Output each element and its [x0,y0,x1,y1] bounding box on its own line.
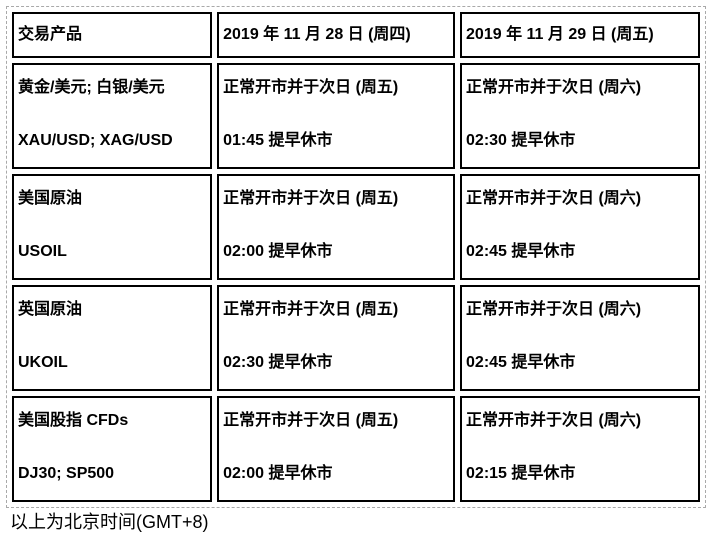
market-hours-table-frame: 交易产品 2019 年 11 月 28 日 (周四) 2019 年 11 月 2… [6,6,706,508]
session-line: 正常开市并于次日 (周六) [466,190,642,207]
table-row-usoil: 美国原油 USOIL 正常开市并于次日 (周五) 02:00 提早休市 正常开市… [12,174,700,280]
early-close-line: 02:00 提早休市 [223,465,333,482]
table-row-ukoil: 英国原油 UKOIL 正常开市并于次日 (周五) 02:30 提早休市 正常开市… [12,285,700,391]
product-name-line: 美国股指 CFDs [18,412,129,429]
friday-cell: 正常开市并于次日 (周六) 02:45 提早休市 [460,285,700,391]
friday-cell: 正常开市并于次日 (周六) 02:15 提早休市 [460,396,700,502]
product-symbol-line: UKOIL [18,354,68,371]
header-cell-nov29: 2019 年 11 月 29 日 (周五) [460,12,700,58]
session-line: 正常开市并于次日 (周五) [223,79,399,96]
product-name-line: 黄金/美元; 白银/美元 [18,79,165,96]
session-line: 正常开市并于次日 (周五) [223,190,399,207]
early-close-line: 02:45 提早休市 [466,243,576,260]
early-close-line: 02:00 提早休市 [223,243,333,260]
early-close-line: 02:30 提早休市 [223,354,333,371]
product-cell: 美国股指 CFDs DJ30; SP500 [12,396,213,502]
thursday-cell: 正常开市并于次日 (周五) 02:30 提早休市 [217,285,456,391]
product-symbol-line: DJ30; SP500 [18,465,115,482]
header-row: 交易产品 2019 年 11 月 28 日 (周四) 2019 年 11 月 2… [12,12,700,58]
session-line: 正常开市并于次日 (周五) [223,301,399,318]
product-name-line: 英国原油 [18,301,83,318]
table-row-gold-silver: 黄金/美元; 白银/美元 XAU/USD; XAG/USD 正常开市并于次日 (… [12,63,700,169]
timezone-footnote: 以上为北京时间(GMT+8) [10,512,209,532]
session-line: 正常开市并于次日 (周五) [223,412,399,429]
early-close-line: 02:30 提早休市 [466,132,576,149]
early-close-line: 02:15 提早休市 [466,465,576,482]
session-line: 正常开市并于次日 (周六) [466,301,642,318]
thursday-cell: 正常开市并于次日 (周五) 01:45 提早休市 [217,63,456,169]
early-close-line: 02:45 提早休市 [466,354,576,371]
friday-cell: 正常开市并于次日 (周六) 02:30 提早休市 [460,63,700,169]
product-name-line: 美国原油 [18,190,83,207]
product-cell: 美国原油 USOIL [12,174,213,280]
session-line: 正常开市并于次日 (周六) [466,79,642,96]
thursday-cell: 正常开市并于次日 (周五) 02:00 提早休市 [217,396,456,502]
header-cell-nov28: 2019 年 11 月 28 日 (周四) [217,12,456,58]
product-symbol-line: USOIL [18,243,67,260]
product-cell: 黄金/美元; 白银/美元 XAU/USD; XAG/USD [12,63,213,169]
market-hours-table: 交易产品 2019 年 11 月 28 日 (周四) 2019 年 11 月 2… [7,7,705,507]
session-line: 正常开市并于次日 (周六) [466,412,642,429]
header-cell-product: 交易产品 [12,12,213,58]
early-close-line: 01:45 提早休市 [223,132,333,149]
table-row-us-indices: 美国股指 CFDs DJ30; SP500 正常开市并于次日 (周五) 02:0… [12,396,700,502]
friday-cell: 正常开市并于次日 (周六) 02:45 提早休市 [460,174,700,280]
product-cell: 英国原油 UKOIL [12,285,213,391]
product-symbol-line: XAU/USD; XAG/USD [18,132,173,149]
thursday-cell: 正常开市并于次日 (周五) 02:00 提早休市 [217,174,456,280]
